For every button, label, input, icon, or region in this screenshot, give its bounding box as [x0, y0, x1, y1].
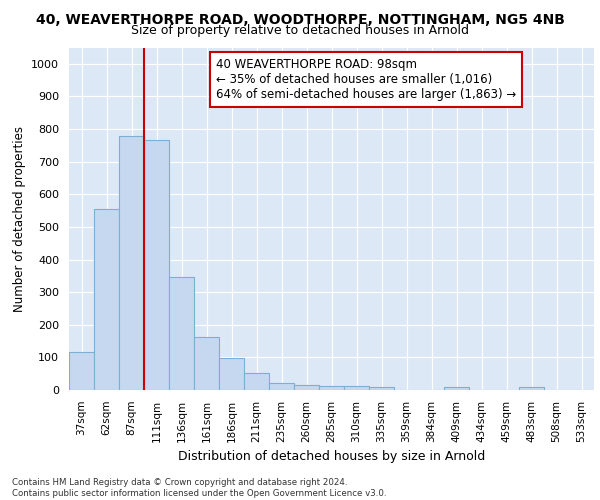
- Y-axis label: Number of detached properties: Number of detached properties: [13, 126, 26, 312]
- Bar: [194, 337, 219, 390]
- Bar: [294, 386, 319, 390]
- Bar: [169, 278, 194, 390]
- Text: 40, WEAVERTHORPE ROAD, WOODTHORPE, NOTTINGHAM, NG5 4NB: 40, WEAVERTHORPE ROAD, WOODTHORPE, NOTTI…: [35, 12, 565, 26]
- Bar: [219, 358, 244, 390]
- Bar: [244, 372, 269, 390]
- Bar: [69, 352, 94, 390]
- Text: Size of property relative to detached houses in Arnold: Size of property relative to detached ho…: [131, 24, 469, 37]
- Bar: [444, 386, 469, 390]
- X-axis label: Distribution of detached houses by size in Arnold: Distribution of detached houses by size …: [178, 450, 485, 463]
- Bar: [144, 140, 169, 390]
- Bar: [119, 136, 144, 390]
- Bar: [94, 209, 119, 390]
- Text: 40 WEAVERTHORPE ROAD: 98sqm
← 35% of detached houses are smaller (1,016)
64% of : 40 WEAVERTHORPE ROAD: 98sqm ← 35% of det…: [216, 58, 516, 101]
- Bar: [319, 386, 344, 390]
- Bar: [269, 384, 294, 390]
- Bar: [344, 386, 369, 390]
- Bar: [519, 386, 544, 390]
- Text: Contains HM Land Registry data © Crown copyright and database right 2024.
Contai: Contains HM Land Registry data © Crown c…: [12, 478, 386, 498]
- Bar: [369, 388, 394, 390]
